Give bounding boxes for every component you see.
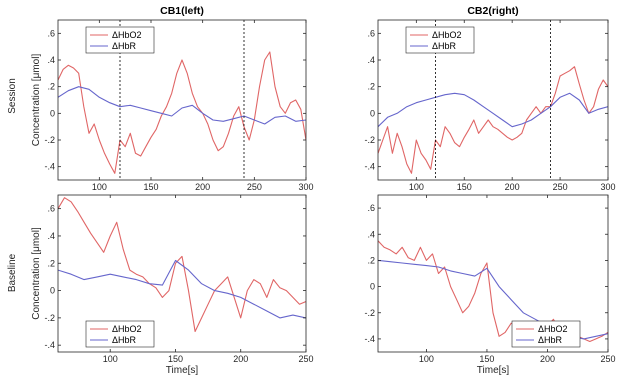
row-label-baseline: Baseline [7,253,18,292]
y-tick-label: .2 [47,258,55,268]
series-line-hbr [58,86,306,125]
y-tick-label: -.2 [44,135,55,145]
x-tick-label: 200 [540,354,555,364]
y-tick-label: .2 [367,255,375,265]
panels: 100 150 200 250 300 -.4 -.2 0 .2 .4 .6 CB1(left) Con… [31,5,616,376]
y-tick-label: -.4 [364,334,375,344]
y-tick-label: .4 [47,55,55,65]
legend-label-hbo2: ΔHbO2 [538,324,568,334]
y-tick-label: 0 [370,282,375,292]
y-tick-label: 0 [50,108,55,118]
panel-top-right: 100 150 200 250 300 -.4 -.2 0 .2 .4 .6 CB2(right) ΔH… [364,5,615,192]
series-line-hbo2 [58,197,306,333]
axes-box [377,19,609,181]
legend-box [511,320,581,348]
axes-box [57,194,307,353]
series-line-hbo2 [58,51,306,174]
legend-label-hbr: ΔHbR [538,335,563,345]
panel-bottom-right: 100 150 200 250 -.4 -.2 0 .2 .4 .6 Time[s] ΔHbO2ΔHb… [364,194,616,376]
x-tick-label: 100 [92,182,107,192]
x-tick-label: 150 [168,354,183,364]
y-tick-label: -.4 [44,340,55,350]
y-tick-label: .6 [47,28,55,38]
panel-bottom-left: 100 150 200 250 -.4 -.2 0 .2 .4 .6 Time[s] Concentr… [31,194,314,376]
y-axis-label: Concentration [μmol] [31,227,42,320]
x-axis-label: Time[s] [166,365,199,376]
y-tick-label: -.2 [364,308,375,318]
axes-box [57,19,307,181]
panel-top-left: 100 150 200 250 300 -.4 -.2 0 .2 .4 .6 CB1(left) Con… [31,5,314,192]
legend-box [85,320,155,348]
y-tick-label: .4 [367,229,375,239]
legend-label-hbr: ΔHbR [112,41,137,51]
row-label-session: Session [7,78,18,114]
x-tick-label: 250 [600,354,615,364]
y-tick-label: .2 [47,82,55,92]
y-tick-label: -.2 [44,313,55,323]
x-tick-label: 250 [247,182,262,192]
x-tick-label: 100 [103,354,118,364]
panel-title: CB1(left) [160,5,204,17]
y-tick-label: -.4 [364,162,375,172]
x-tick-label: 200 [195,182,210,192]
x-axis-label: Time[s] [477,365,510,376]
x-tick-label: 300 [600,182,615,192]
y-tick-label: .4 [367,55,375,65]
series-line-hbr [58,259,306,319]
legend-label-hbo2: ΔHbO2 [432,30,462,40]
y-tick-label: 0 [50,286,55,296]
y-tick-label: 0 [370,108,375,118]
y-tick-label: .4 [47,231,55,241]
y-tick-label: -.4 [44,162,55,172]
y-tick-label: .6 [367,203,375,213]
x-tick-label: 150 [457,182,472,192]
legend-label-hbr: ΔHbR [112,335,137,345]
y-tick-label: -.2 [364,135,375,145]
x-tick-label: 200 [505,182,520,192]
panel-title: CB2(right) [467,5,518,17]
x-tick-label: 250 [553,182,568,192]
y-tick-label: .6 [367,28,375,38]
y-tick-label: .6 [47,204,55,214]
x-tick-label: 100 [419,354,434,364]
legend-label-hbo2: ΔHbO2 [112,30,142,40]
x-tick-label: 300 [298,182,313,192]
x-tick-label: 200 [233,354,248,364]
x-tick-label: 100 [409,182,424,192]
legend-box [85,26,155,54]
axes-box [377,194,609,353]
x-tick-label: 150 [479,354,494,364]
legend-box [405,26,475,54]
series-line-hbr [378,92,608,128]
legend-label-hbr: ΔHbR [432,41,457,51]
x-tick-label: 250 [298,354,313,364]
x-tick-label: 150 [143,182,158,192]
y-axis-label: Concentration [μmol] [31,54,42,147]
legend-label-hbo2: ΔHbO2 [112,324,142,334]
series-line-hbo2 [378,66,608,174]
y-tick-label: .2 [367,82,375,92]
